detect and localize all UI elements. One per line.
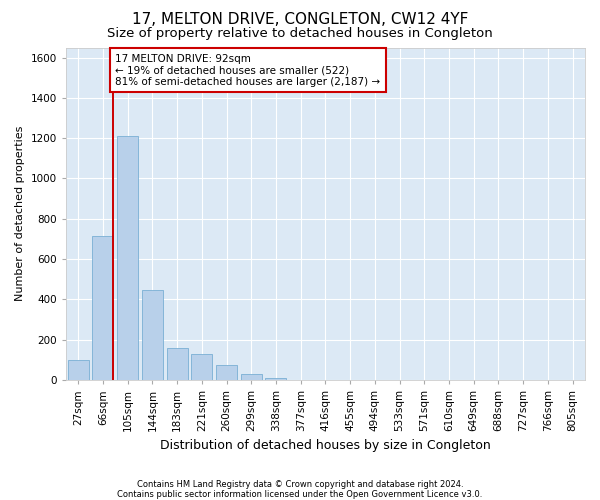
- Text: Contains HM Land Registry data © Crown copyright and database right 2024.: Contains HM Land Registry data © Crown c…: [137, 480, 463, 489]
- Bar: [92, 236, 113, 380]
- Bar: [265, 378, 286, 380]
- Bar: [216, 365, 237, 380]
- Bar: [68, 360, 89, 380]
- Bar: [241, 374, 262, 380]
- Bar: [117, 136, 138, 380]
- X-axis label: Distribution of detached houses by size in Congleton: Distribution of detached houses by size …: [160, 440, 491, 452]
- Bar: [167, 348, 188, 380]
- Y-axis label: Number of detached properties: Number of detached properties: [15, 126, 25, 302]
- Text: Size of property relative to detached houses in Congleton: Size of property relative to detached ho…: [107, 28, 493, 40]
- Bar: [191, 354, 212, 380]
- Bar: [142, 290, 163, 380]
- Text: 17 MELTON DRIVE: 92sqm
← 19% of detached houses are smaller (522)
81% of semi-de: 17 MELTON DRIVE: 92sqm ← 19% of detached…: [115, 54, 380, 86]
- Text: Contains public sector information licensed under the Open Government Licence v3: Contains public sector information licen…: [118, 490, 482, 499]
- Text: 17, MELTON DRIVE, CONGLETON, CW12 4YF: 17, MELTON DRIVE, CONGLETON, CW12 4YF: [132, 12, 468, 28]
